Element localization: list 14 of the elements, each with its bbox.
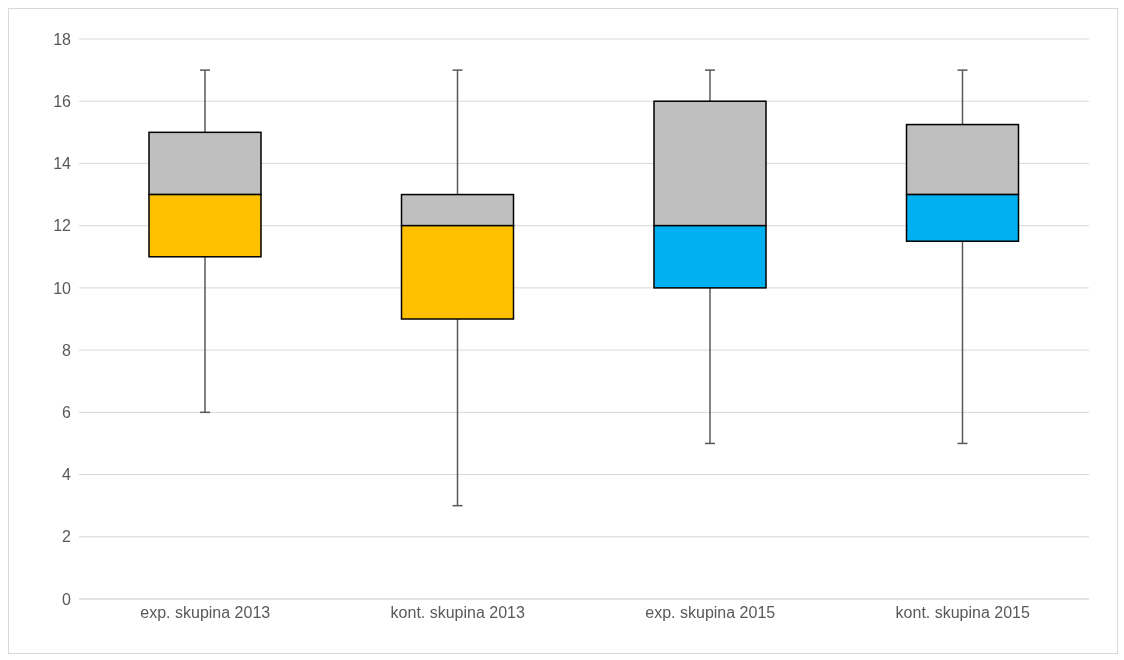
y-tick-label: 12: [53, 217, 72, 235]
y-tick-label: 18: [53, 30, 72, 48]
x-tick-label: exp. skupina 2013: [140, 604, 271, 622]
x-tick-label: kont. skupina 2015: [895, 604, 1031, 622]
y-tick-label: 14: [53, 155, 72, 173]
x-tick-label: exp. skupina 2015: [645, 604, 776, 622]
x-tick-label: kont. skupina 2013: [390, 604, 526, 622]
y-tick-label: 8: [62, 341, 72, 359]
y-tick-label: 10: [53, 279, 72, 297]
y-tick-label: 16: [53, 92, 72, 110]
y-tick-label: 0: [62, 590, 72, 608]
y-tick-label: 6: [62, 404, 72, 422]
y-tick-label: 2: [62, 528, 72, 546]
y-tick-label: 4: [62, 466, 72, 484]
